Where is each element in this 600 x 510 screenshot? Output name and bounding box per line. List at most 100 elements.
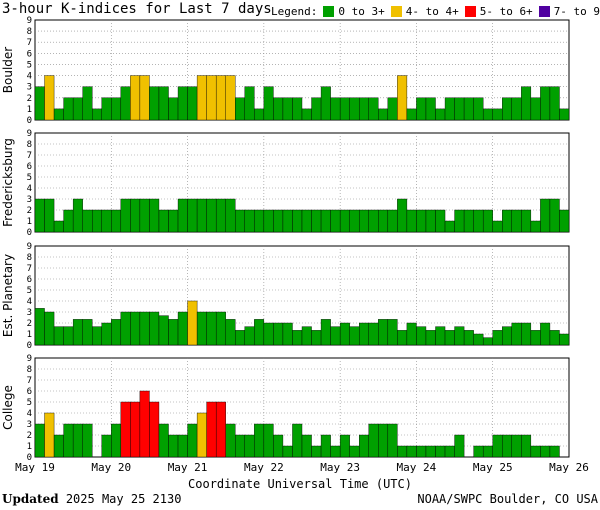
k-index-bar [339, 209, 350, 233]
k-index-bar [378, 209, 389, 233]
k-index-bar [63, 97, 74, 121]
k-index-bar [454, 326, 465, 346]
k-index-bar [53, 434, 64, 458]
y-tick-label: 6 [27, 49, 32, 59]
k-index-bar [149, 86, 160, 121]
k-index-bar [559, 108, 570, 121]
k-index-bar [549, 445, 560, 458]
y-tick-label: 4 [27, 184, 32, 194]
k-index-bar [444, 97, 455, 121]
y-tick-label: 4 [27, 72, 32, 82]
y-tick-label: 0 [27, 341, 32, 351]
k-index-bar [530, 220, 541, 233]
legend-label: Legend: [271, 5, 318, 18]
k-index-bar [139, 75, 150, 121]
k-index-bar [387, 209, 398, 233]
legend-item-7-to-9: 7- to 9 [538, 5, 600, 18]
k-index-bar [368, 322, 379, 346]
k-index-bar [254, 319, 265, 346]
k-index-bar [244, 326, 255, 346]
y-axis-label: Fredericksburg [1, 138, 15, 227]
k-index-bar [482, 445, 493, 458]
y-tick-label: 3 [27, 195, 32, 205]
y-tick-label: 5 [27, 398, 32, 408]
k-index-bar [511, 434, 522, 458]
y-tick-label: 7 [27, 151, 32, 161]
y-tick-label: 5 [27, 286, 32, 296]
k-index-bar [339, 322, 350, 346]
k-index-bar [368, 209, 379, 233]
legend-item-0-to-3: 0 to 3+ [323, 5, 385, 18]
x-tick-label: May 26 [549, 461, 589, 474]
k-index-bar [320, 209, 331, 233]
k-index-bar [502, 97, 512, 121]
k-index-bar [311, 330, 322, 346]
y-tick-label: 9 [27, 16, 32, 26]
k-index-bar [263, 86, 274, 121]
k-index-bar [177, 434, 188, 458]
k-index-bar [53, 108, 64, 121]
y-tick-label: 0 [27, 116, 32, 126]
k-index-bar [111, 97, 122, 121]
y-tick-label: 5 [27, 60, 32, 70]
y-tick-label: 7 [27, 38, 32, 48]
x-tick-label: May 22 [244, 461, 284, 474]
k-index-bar [244, 209, 255, 233]
k-index-bar [368, 97, 379, 121]
k-index-bar [320, 86, 331, 121]
k-index-bar [215, 311, 226, 346]
k-index-bar [502, 326, 512, 346]
k-index-bar [177, 198, 188, 233]
k-index-bar [72, 423, 83, 458]
k-index-bar [92, 209, 102, 233]
k-index-bar [540, 86, 551, 121]
k-index-bar [235, 209, 245, 233]
k-index-bar [273, 209, 284, 233]
k-index-bar [502, 209, 512, 233]
k-index-bar [406, 108, 417, 121]
k-index-bar [101, 209, 112, 233]
k-index-bar [482, 108, 493, 121]
k-index-bar [549, 198, 560, 233]
k-index-bar [444, 220, 455, 233]
k-index-bar [120, 198, 131, 233]
k-index-bar [168, 319, 179, 346]
k-index-bar [292, 97, 303, 121]
k-index-bar [120, 86, 131, 121]
k-index-bar [263, 423, 274, 458]
k-index-bar [63, 423, 74, 458]
k-index-bar [301, 434, 312, 458]
k-index-bar [282, 209, 293, 233]
k-index-bar [540, 198, 551, 233]
k-index-bar [425, 209, 436, 233]
y-tick-label: 1 [27, 105, 32, 115]
k-index-bar [454, 209, 465, 233]
k-index-bar [339, 97, 350, 121]
k-index-bar [215, 198, 226, 233]
k-index-bar [368, 423, 379, 458]
legend-item-label: 4- to 4+ [405, 5, 459, 18]
k-index-bar [359, 434, 369, 458]
k-index-bar [549, 86, 560, 121]
k-index-bar [187, 86, 198, 121]
k-index-bar [82, 319, 93, 346]
y-tick-label: 5 [27, 173, 32, 183]
k-index-bar [330, 326, 341, 346]
y-axis-label: College [1, 385, 15, 430]
chart-title: 3-hour K-indices for Last 7 days [2, 1, 272, 17]
x-axis-title: Coordinate Universal Time (UTC) [188, 477, 412, 491]
k-index-bar [492, 108, 503, 121]
x-tick-label: May 23 [320, 461, 360, 474]
footer-updated: Updated 2025 May 25 2130 [2, 492, 181, 506]
k-index-bar [235, 330, 245, 346]
k-index-bar [196, 412, 207, 458]
k-index-bar [273, 434, 284, 458]
y-tick-label: 0 [27, 228, 32, 238]
k-index-bar [397, 75, 408, 121]
y-tick-label: 7 [27, 264, 32, 274]
k-index-bar [34, 308, 45, 346]
k-index-bar [254, 209, 265, 233]
k-index-bar [139, 390, 150, 458]
